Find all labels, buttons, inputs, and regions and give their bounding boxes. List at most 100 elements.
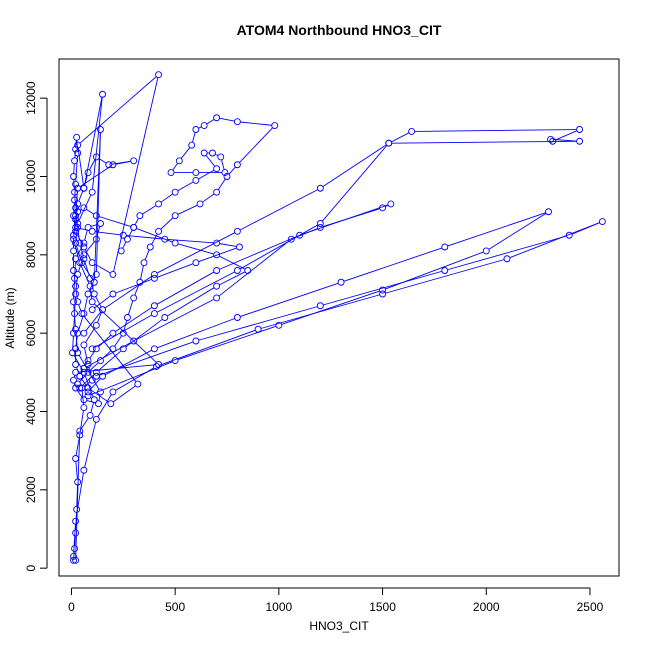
series-segment bbox=[177, 181, 194, 191]
series-segment bbox=[127, 300, 134, 315]
series-segment bbox=[76, 233, 83, 245]
series-segment bbox=[77, 390, 83, 398]
data-point bbox=[545, 208, 552, 216]
data-point bbox=[213, 267, 221, 274]
series-5 bbox=[80, 126, 584, 353]
data-point bbox=[72, 517, 80, 525]
data-point bbox=[72, 361, 80, 368]
x-tick-label: 500 bbox=[165, 600, 185, 614]
data-point bbox=[80, 364, 88, 372]
data-point bbox=[72, 384, 80, 392]
data-point bbox=[88, 306, 96, 314]
series-segment bbox=[86, 209, 94, 215]
data-point bbox=[140, 259, 148, 267]
y-tick-label: 2000 bbox=[24, 476, 38, 503]
data-point bbox=[97, 220, 104, 227]
data-point bbox=[70, 173, 77, 180]
data-point bbox=[441, 243, 449, 251]
series-segment bbox=[198, 126, 202, 129]
series-segment bbox=[85, 327, 95, 343]
data-point bbox=[134, 380, 142, 388]
series-segment bbox=[240, 282, 339, 317]
data-point bbox=[74, 298, 82, 306]
data-point bbox=[196, 200, 204, 208]
series-segment bbox=[218, 240, 290, 297]
data-point bbox=[130, 294, 138, 302]
y-tick-label: 10000 bbox=[24, 159, 38, 193]
data-point bbox=[150, 310, 158, 318]
series-segment bbox=[156, 271, 215, 305]
data-point bbox=[72, 204, 80, 212]
data-point bbox=[109, 345, 117, 353]
data-point bbox=[76, 431, 84, 439]
y-tick-label: 12000 bbox=[24, 81, 38, 115]
series-segment bbox=[77, 148, 84, 186]
data-point bbox=[192, 259, 200, 267]
data-point bbox=[78, 310, 86, 318]
data-point bbox=[171, 188, 179, 196]
data-point bbox=[109, 388, 117, 396]
data-point bbox=[213, 165, 221, 173]
series-segment bbox=[128, 230, 133, 237]
x-tick-label: 1500 bbox=[369, 600, 396, 614]
data-point bbox=[130, 223, 138, 231]
data-point bbox=[74, 200, 82, 208]
series-segment bbox=[192, 132, 196, 143]
series-segment bbox=[86, 342, 132, 368]
data-point bbox=[72, 290, 80, 298]
data-point bbox=[72, 455, 80, 462]
series-segment bbox=[134, 218, 139, 225]
series-segment bbox=[115, 279, 152, 294]
data-point bbox=[316, 184, 324, 192]
series-segment bbox=[81, 417, 89, 429]
series-segment bbox=[219, 255, 246, 270]
series-segment bbox=[125, 319, 163, 348]
data-point bbox=[379, 286, 387, 294]
data-point bbox=[72, 239, 80, 247]
series-segment bbox=[391, 132, 409, 143]
series-segment bbox=[78, 191, 84, 202]
data-point bbox=[233, 267, 241, 274]
series-segment bbox=[219, 236, 297, 270]
data-point bbox=[153, 363, 160, 370]
series-segment bbox=[76, 485, 78, 507]
data-point bbox=[88, 345, 96, 353]
series-segment bbox=[113, 385, 136, 403]
series-segment bbox=[89, 159, 96, 170]
data-point bbox=[192, 176, 200, 184]
data-point bbox=[92, 368, 100, 376]
series-segment bbox=[115, 160, 131, 165]
data-point bbox=[80, 368, 88, 376]
y-axis: 0 2000 4000 6000 8000 10000 12000 bbox=[24, 81, 48, 572]
data-point bbox=[254, 325, 262, 333]
series-segment bbox=[80, 371, 83, 374]
series-segment bbox=[281, 290, 380, 325]
data-point bbox=[78, 259, 86, 267]
data-point bbox=[74, 220, 82, 227]
series-1 bbox=[69, 71, 163, 564]
data-point bbox=[109, 290, 117, 298]
data-point bbox=[71, 310, 79, 318]
series-segment bbox=[84, 422, 97, 468]
data-point bbox=[76, 427, 84, 435]
series-segment bbox=[142, 205, 157, 215]
data-point bbox=[92, 321, 100, 329]
data-point bbox=[80, 341, 88, 349]
series-segment bbox=[81, 378, 87, 386]
series-segment bbox=[136, 228, 173, 243]
data-point bbox=[223, 173, 231, 180]
data-point bbox=[80, 251, 88, 259]
data-point bbox=[105, 161, 113, 169]
series-segment bbox=[447, 235, 567, 271]
data-point bbox=[549, 137, 557, 145]
data-point bbox=[72, 145, 80, 153]
data-point bbox=[80, 239, 88, 247]
data-point bbox=[84, 388, 92, 396]
series-segment bbox=[157, 318, 235, 349]
data-point bbox=[90, 396, 98, 404]
series-segment bbox=[73, 179, 75, 190]
series-segment bbox=[83, 265, 93, 280]
series-segment bbox=[94, 303, 157, 363]
data-point bbox=[275, 321, 283, 329]
